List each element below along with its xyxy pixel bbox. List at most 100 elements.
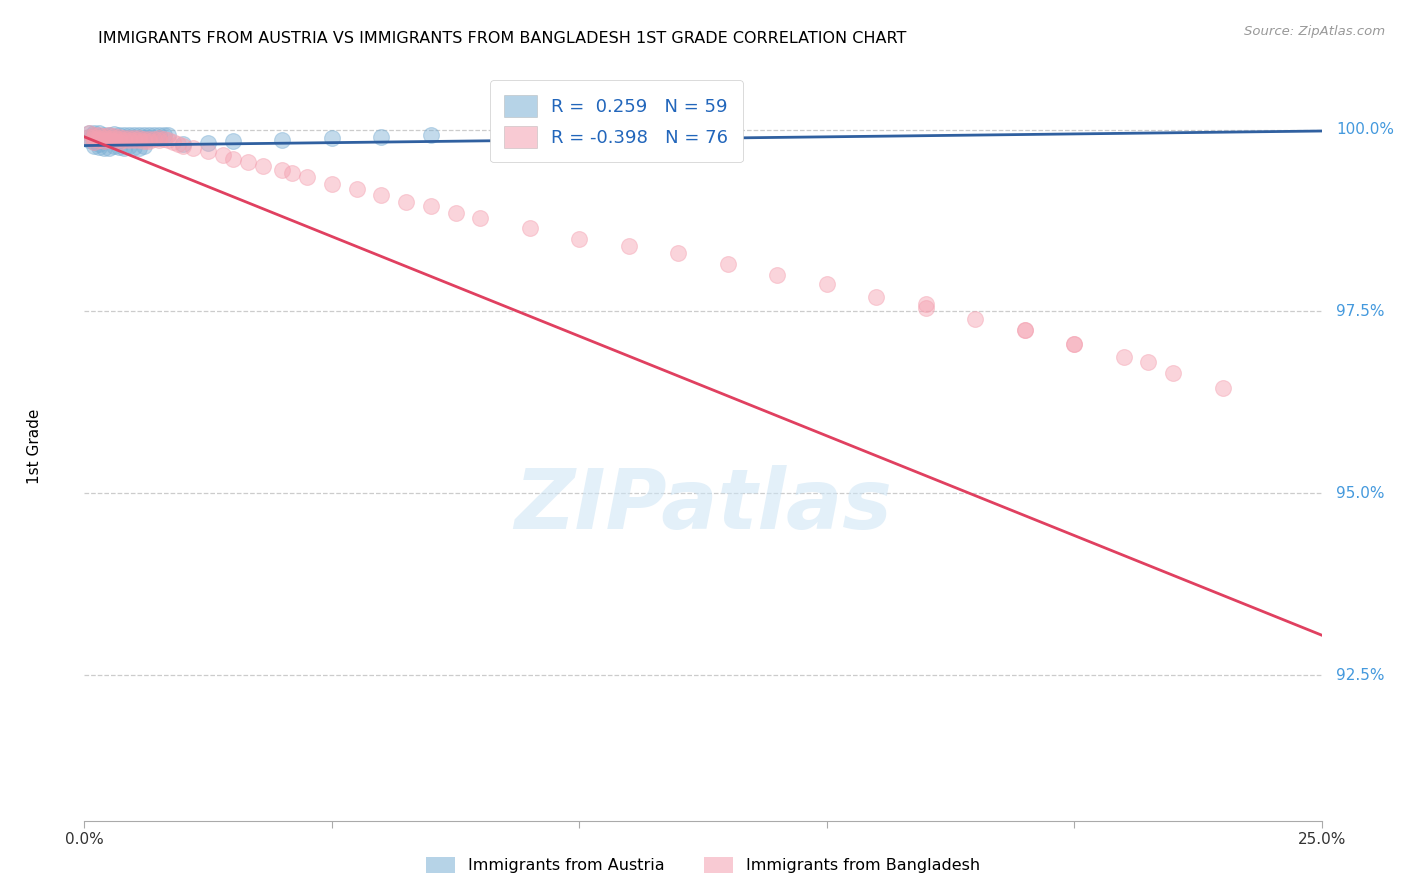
- Point: [128, 128, 150, 142]
- Point: [157, 133, 180, 147]
- Point: [79, 133, 101, 147]
- Point: [815, 277, 838, 291]
- Point: [103, 139, 125, 153]
- Point: [666, 246, 689, 260]
- Point: [395, 195, 418, 210]
- Point: [108, 140, 131, 154]
- Point: [118, 128, 141, 142]
- Point: [766, 268, 789, 282]
- Point: [1212, 381, 1234, 395]
- Point: [568, 232, 591, 246]
- Point: [103, 133, 125, 147]
- Point: [321, 131, 343, 145]
- Text: ZIPatlas: ZIPatlas: [515, 466, 891, 547]
- Point: [98, 128, 121, 143]
- Point: [83, 132, 105, 146]
- Point: [112, 128, 135, 143]
- Point: [148, 131, 170, 145]
- Point: [470, 211, 492, 226]
- Legend: R =  0.259   N = 59, R = -0.398   N = 76: R = 0.259 N = 59, R = -0.398 N = 76: [489, 80, 742, 162]
- Point: [108, 133, 131, 147]
- Point: [122, 128, 145, 143]
- Point: [98, 133, 121, 147]
- Point: [93, 129, 115, 144]
- Point: [79, 129, 101, 144]
- Legend: Immigrants from Austria, Immigrants from Bangladesh: Immigrants from Austria, Immigrants from…: [420, 850, 986, 880]
- Point: [157, 128, 180, 142]
- Point: [717, 257, 740, 271]
- Point: [79, 129, 101, 144]
- Point: [112, 133, 135, 147]
- Point: [132, 132, 155, 146]
- Point: [1161, 366, 1184, 380]
- Point: [148, 130, 170, 145]
- Point: [98, 130, 121, 145]
- Point: [83, 128, 105, 142]
- Point: [222, 134, 245, 148]
- Point: [89, 129, 111, 144]
- Point: [1063, 337, 1085, 351]
- Point: [128, 141, 150, 155]
- Point: [108, 130, 131, 145]
- Point: [122, 131, 145, 145]
- Point: [122, 140, 145, 154]
- Point: [370, 188, 392, 202]
- Point: [1137, 355, 1160, 369]
- Point: [89, 126, 111, 140]
- Point: [103, 131, 125, 145]
- Point: [132, 128, 155, 143]
- Point: [128, 130, 150, 145]
- Point: [89, 140, 111, 154]
- Point: [346, 182, 368, 196]
- Point: [370, 129, 392, 144]
- Point: [118, 130, 141, 145]
- Point: [89, 133, 111, 147]
- Point: [236, 155, 259, 169]
- Point: [212, 148, 235, 162]
- Point: [118, 139, 141, 153]
- Point: [138, 132, 160, 146]
- Point: [419, 128, 441, 143]
- Point: [103, 129, 125, 144]
- Point: [93, 141, 115, 155]
- Point: [321, 177, 343, 191]
- Point: [519, 220, 541, 235]
- Point: [83, 126, 105, 140]
- Point: [271, 133, 294, 147]
- Point: [89, 128, 111, 143]
- Point: [79, 126, 101, 140]
- Point: [1014, 323, 1036, 337]
- Point: [128, 133, 150, 147]
- Point: [138, 134, 160, 148]
- Point: [83, 135, 105, 149]
- Point: [103, 134, 125, 148]
- Point: [222, 152, 245, 166]
- Point: [1063, 337, 1085, 351]
- Point: [444, 206, 467, 220]
- Point: [103, 129, 125, 144]
- Point: [494, 127, 516, 141]
- Point: [281, 166, 304, 180]
- Point: [98, 130, 121, 145]
- Text: 92.5%: 92.5%: [1337, 667, 1385, 682]
- Point: [152, 128, 174, 143]
- Point: [79, 126, 101, 140]
- Point: [89, 130, 111, 145]
- Point: [271, 162, 294, 177]
- Point: [148, 128, 170, 142]
- Point: [93, 134, 115, 148]
- Point: [965, 311, 987, 326]
- Point: [128, 131, 150, 145]
- Point: [93, 134, 115, 148]
- Text: 1st Grade: 1st Grade: [27, 409, 42, 483]
- Point: [118, 133, 141, 147]
- Point: [167, 137, 190, 152]
- Point: [98, 141, 121, 155]
- Point: [98, 128, 121, 142]
- Point: [83, 131, 105, 145]
- Point: [617, 239, 640, 253]
- Point: [172, 138, 194, 153]
- Point: [118, 130, 141, 145]
- Point: [197, 136, 219, 150]
- Point: [419, 199, 441, 213]
